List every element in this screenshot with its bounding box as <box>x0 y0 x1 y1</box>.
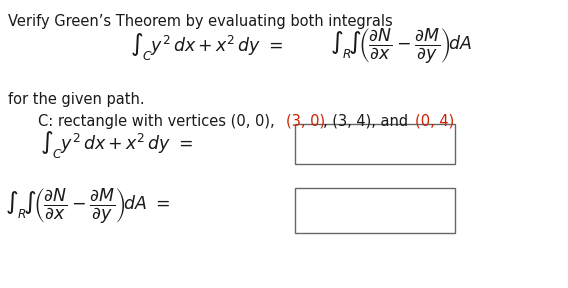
Text: , (3, 4), and: , (3, 4), and <box>323 114 413 129</box>
Text: $\int_R\!\int \!\left(\dfrac{\partial N}{\partial x} - \dfrac{\partial M}{\parti: $\int_R\!\int \!\left(\dfrac{\partial N}… <box>330 26 472 66</box>
Bar <box>295 188 455 233</box>
Bar <box>295 124 455 164</box>
Text: (0, 4): (0, 4) <box>415 114 454 129</box>
Text: for the given path.: for the given path. <box>8 92 145 107</box>
Text: $\int_C y^2\,dx + x^2\,dy\ =$: $\int_C y^2\,dx + x^2\,dy\ =$ <box>40 130 193 160</box>
Text: (3, 0): (3, 0) <box>286 114 325 129</box>
Text: Verify Green’s Theorem by evaluating both integrals: Verify Green’s Theorem by evaluating bot… <box>8 14 392 29</box>
Text: $\int_C y^2\,dx + x^2\,dy\ =$: $\int_C y^2\,dx + x^2\,dy\ =$ <box>130 31 283 62</box>
Text: C: rectangle with vertices (0, 0),: C: rectangle with vertices (0, 0), <box>38 114 279 129</box>
Text: $\int_R\!\int \!\left(\dfrac{\partial N}{\partial x} - \dfrac{\partial M}{\parti: $\int_R\!\int \!\left(\dfrac{\partial N}… <box>5 186 170 226</box>
